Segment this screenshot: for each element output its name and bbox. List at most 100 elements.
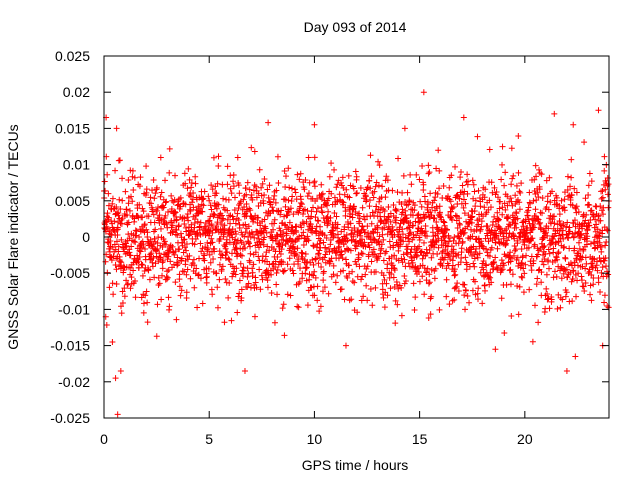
data-point bbox=[240, 241, 247, 248]
data-point bbox=[595, 107, 602, 114]
data-point bbox=[268, 271, 275, 278]
data-point bbox=[461, 229, 468, 236]
data-point bbox=[143, 163, 150, 170]
data-point bbox=[184, 214, 191, 221]
data-point bbox=[563, 223, 570, 230]
data-point bbox=[550, 274, 557, 281]
data-point bbox=[395, 285, 402, 292]
data-point bbox=[601, 257, 608, 264]
data-point bbox=[601, 153, 608, 160]
data-point bbox=[556, 202, 563, 209]
data-point bbox=[375, 239, 382, 246]
data-point bbox=[375, 158, 382, 165]
data-point bbox=[185, 232, 192, 239]
data-point bbox=[486, 197, 493, 204]
data-point bbox=[381, 276, 388, 283]
data-point bbox=[583, 211, 590, 218]
data-point bbox=[353, 243, 360, 250]
data-point bbox=[340, 199, 347, 206]
data-point bbox=[445, 193, 452, 200]
data-point bbox=[565, 235, 572, 242]
data-point bbox=[156, 250, 163, 257]
data-point bbox=[240, 267, 247, 274]
data-point bbox=[554, 256, 561, 263]
data-point bbox=[531, 302, 538, 309]
x-tick-label: 0 bbox=[100, 431, 108, 447]
data-point bbox=[271, 216, 278, 223]
data-point bbox=[590, 275, 597, 282]
data-point bbox=[560, 244, 567, 251]
data-point bbox=[597, 258, 604, 265]
data-point bbox=[353, 261, 360, 268]
data-point bbox=[575, 250, 582, 257]
data-point bbox=[498, 176, 505, 183]
data-point bbox=[519, 260, 526, 267]
data-point bbox=[543, 285, 550, 292]
data-point bbox=[391, 267, 398, 274]
data-point bbox=[248, 144, 255, 151]
data-point bbox=[503, 281, 510, 288]
data-point bbox=[104, 239, 111, 246]
data-point bbox=[469, 177, 476, 184]
data-point bbox=[140, 208, 147, 215]
data-point bbox=[568, 191, 575, 198]
data-point bbox=[310, 243, 317, 250]
data-point bbox=[150, 177, 157, 184]
data-point bbox=[234, 309, 241, 316]
data-point bbox=[471, 188, 478, 195]
data-point bbox=[274, 153, 281, 160]
data-point bbox=[564, 219, 571, 226]
data-point bbox=[230, 216, 237, 223]
data-point bbox=[407, 229, 414, 236]
data-point bbox=[199, 196, 206, 203]
data-point bbox=[265, 194, 272, 201]
data-point bbox=[139, 214, 146, 221]
data-point bbox=[407, 219, 414, 226]
data-point bbox=[158, 189, 165, 196]
data-point bbox=[281, 332, 288, 339]
data-point bbox=[447, 198, 454, 205]
data-point bbox=[300, 229, 307, 236]
data-point bbox=[191, 241, 198, 248]
data-point bbox=[352, 208, 359, 215]
data-point bbox=[213, 270, 220, 277]
data-point bbox=[400, 219, 407, 226]
y-axis-title: GNSS Solar Flare indicator / TECUs bbox=[5, 124, 21, 349]
data-point bbox=[451, 266, 458, 273]
data-point bbox=[538, 171, 545, 178]
data-point bbox=[209, 291, 216, 298]
data-point bbox=[281, 267, 288, 274]
data-point bbox=[184, 211, 191, 218]
data-point bbox=[563, 289, 570, 296]
data-point bbox=[168, 192, 175, 199]
data-point bbox=[509, 175, 516, 182]
data-point bbox=[271, 220, 278, 227]
data-point bbox=[138, 294, 145, 301]
data-point bbox=[389, 187, 396, 194]
data-point bbox=[199, 300, 206, 307]
data-point bbox=[264, 284, 271, 291]
data-point bbox=[132, 239, 139, 246]
data-point bbox=[392, 219, 399, 226]
data-point bbox=[394, 301, 401, 308]
data-point bbox=[443, 226, 450, 233]
data-point bbox=[522, 261, 529, 268]
data-point bbox=[198, 248, 205, 255]
data-point bbox=[295, 304, 302, 311]
data-point bbox=[384, 261, 391, 268]
data-point bbox=[168, 205, 175, 212]
data-point bbox=[439, 262, 446, 269]
data-point bbox=[206, 217, 213, 224]
data-point bbox=[302, 176, 309, 183]
data-point bbox=[226, 279, 233, 286]
data-point bbox=[173, 226, 180, 233]
data-point bbox=[268, 290, 275, 297]
data-point bbox=[386, 238, 393, 245]
data-point bbox=[503, 240, 510, 247]
data-point bbox=[292, 189, 299, 196]
data-point bbox=[428, 212, 435, 219]
data-point bbox=[144, 319, 151, 326]
x-tick-label: 20 bbox=[517, 431, 533, 447]
data-point bbox=[237, 251, 244, 258]
data-point bbox=[260, 241, 267, 248]
